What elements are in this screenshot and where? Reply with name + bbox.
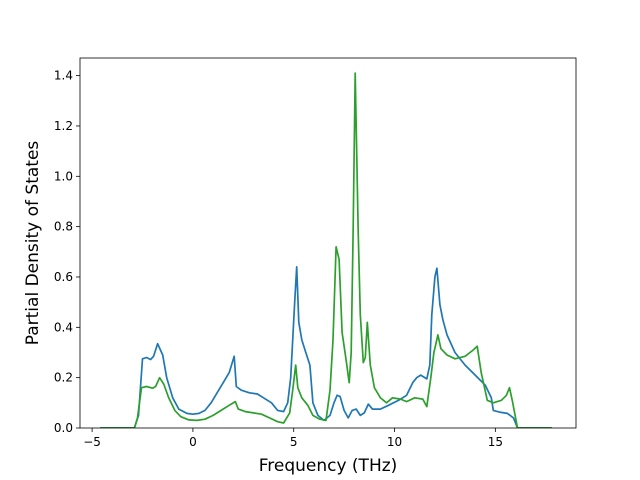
x-tick-label: 0 [189, 435, 197, 449]
x-tick-label: 10 [387, 435, 402, 449]
y-tick-label: 1.0 [54, 169, 73, 183]
y-tick-label: 0.2 [54, 371, 73, 385]
x-tick-label: 5 [290, 435, 298, 449]
y-axis-label: Partial Density of States [23, 141, 43, 346]
x-axis: −5 0 5 10 15 [83, 428, 503, 449]
y-tick-label: 0.8 [54, 220, 73, 234]
series-layer [100, 72, 552, 428]
series-line-2 [100, 72, 552, 428]
series-line-1 [100, 266, 552, 428]
x-tick-label: 15 [488, 435, 503, 449]
plot-frame [79, 57, 577, 429]
x-tick-label: −5 [83, 435, 101, 449]
y-tick-label: 0.6 [54, 270, 73, 284]
y-tick-label: 1.4 [54, 69, 73, 83]
y-axis: 0.0 0.2 0.4 0.6 0.8 1.0 1.2 1.4 [54, 69, 80, 435]
y-tick-label: 0.4 [54, 320, 73, 334]
x-axis-label: Frequency (THz) [259, 456, 398, 476]
y-tick-label: 1.2 [54, 119, 73, 133]
y-tick-label: 0.0 [54, 421, 73, 435]
